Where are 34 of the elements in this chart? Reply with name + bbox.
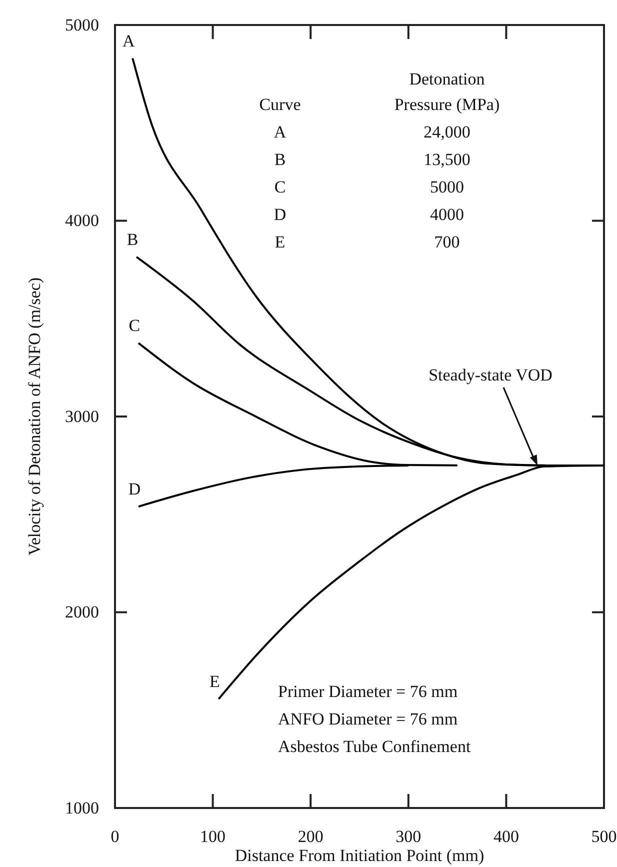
x-tick-label: 200 xyxy=(298,827,324,846)
annotation: 4000 xyxy=(430,205,464,224)
x-tick-label: 400 xyxy=(493,827,519,846)
series-label: B xyxy=(126,230,138,249)
series-label: E xyxy=(209,672,220,691)
x-tick-label: 0 xyxy=(110,827,120,846)
text: B xyxy=(274,150,286,169)
series-label: A xyxy=(122,31,136,50)
text: D xyxy=(274,205,286,224)
y-tick-label: 5000 xyxy=(65,15,99,34)
y-tick-label: 4000 xyxy=(65,211,99,230)
annotation: Steady-state VOD xyxy=(428,365,552,384)
annotation: 13,500 xyxy=(424,150,470,169)
y-tick-label: 2000 xyxy=(65,602,99,622)
series-label: D xyxy=(128,480,141,499)
y-axis-title: Velocity of Detonation of ANFO (m/sec) xyxy=(25,277,44,556)
text: E xyxy=(274,232,286,252)
x-tick-label: 100 xyxy=(200,827,226,846)
series-label: C xyxy=(128,316,140,336)
annotation: Curve xyxy=(259,95,301,114)
annotation: 24,000 xyxy=(424,122,470,142)
x-axis-title: Distance From Initiation Point (mm) xyxy=(234,846,484,865)
y-tick-label: 3000 xyxy=(65,406,99,426)
text: A xyxy=(274,122,286,142)
annotation: 5000 xyxy=(430,178,464,196)
annotation: ANFO Diameter = 76 mm xyxy=(278,710,458,728)
x-tick-label: 300 xyxy=(396,827,422,846)
x-tick-label: 500 xyxy=(591,827,617,846)
annotation: 700 xyxy=(434,232,460,252)
y-tick-label: 1000 xyxy=(65,798,99,818)
text: C xyxy=(274,178,286,196)
annotation: Primer Diameter = 76 mm xyxy=(278,682,458,701)
annotation: Asbestos Tube Confinement xyxy=(278,737,471,756)
annotation: Detonation Pressure (MPa) xyxy=(394,70,500,114)
